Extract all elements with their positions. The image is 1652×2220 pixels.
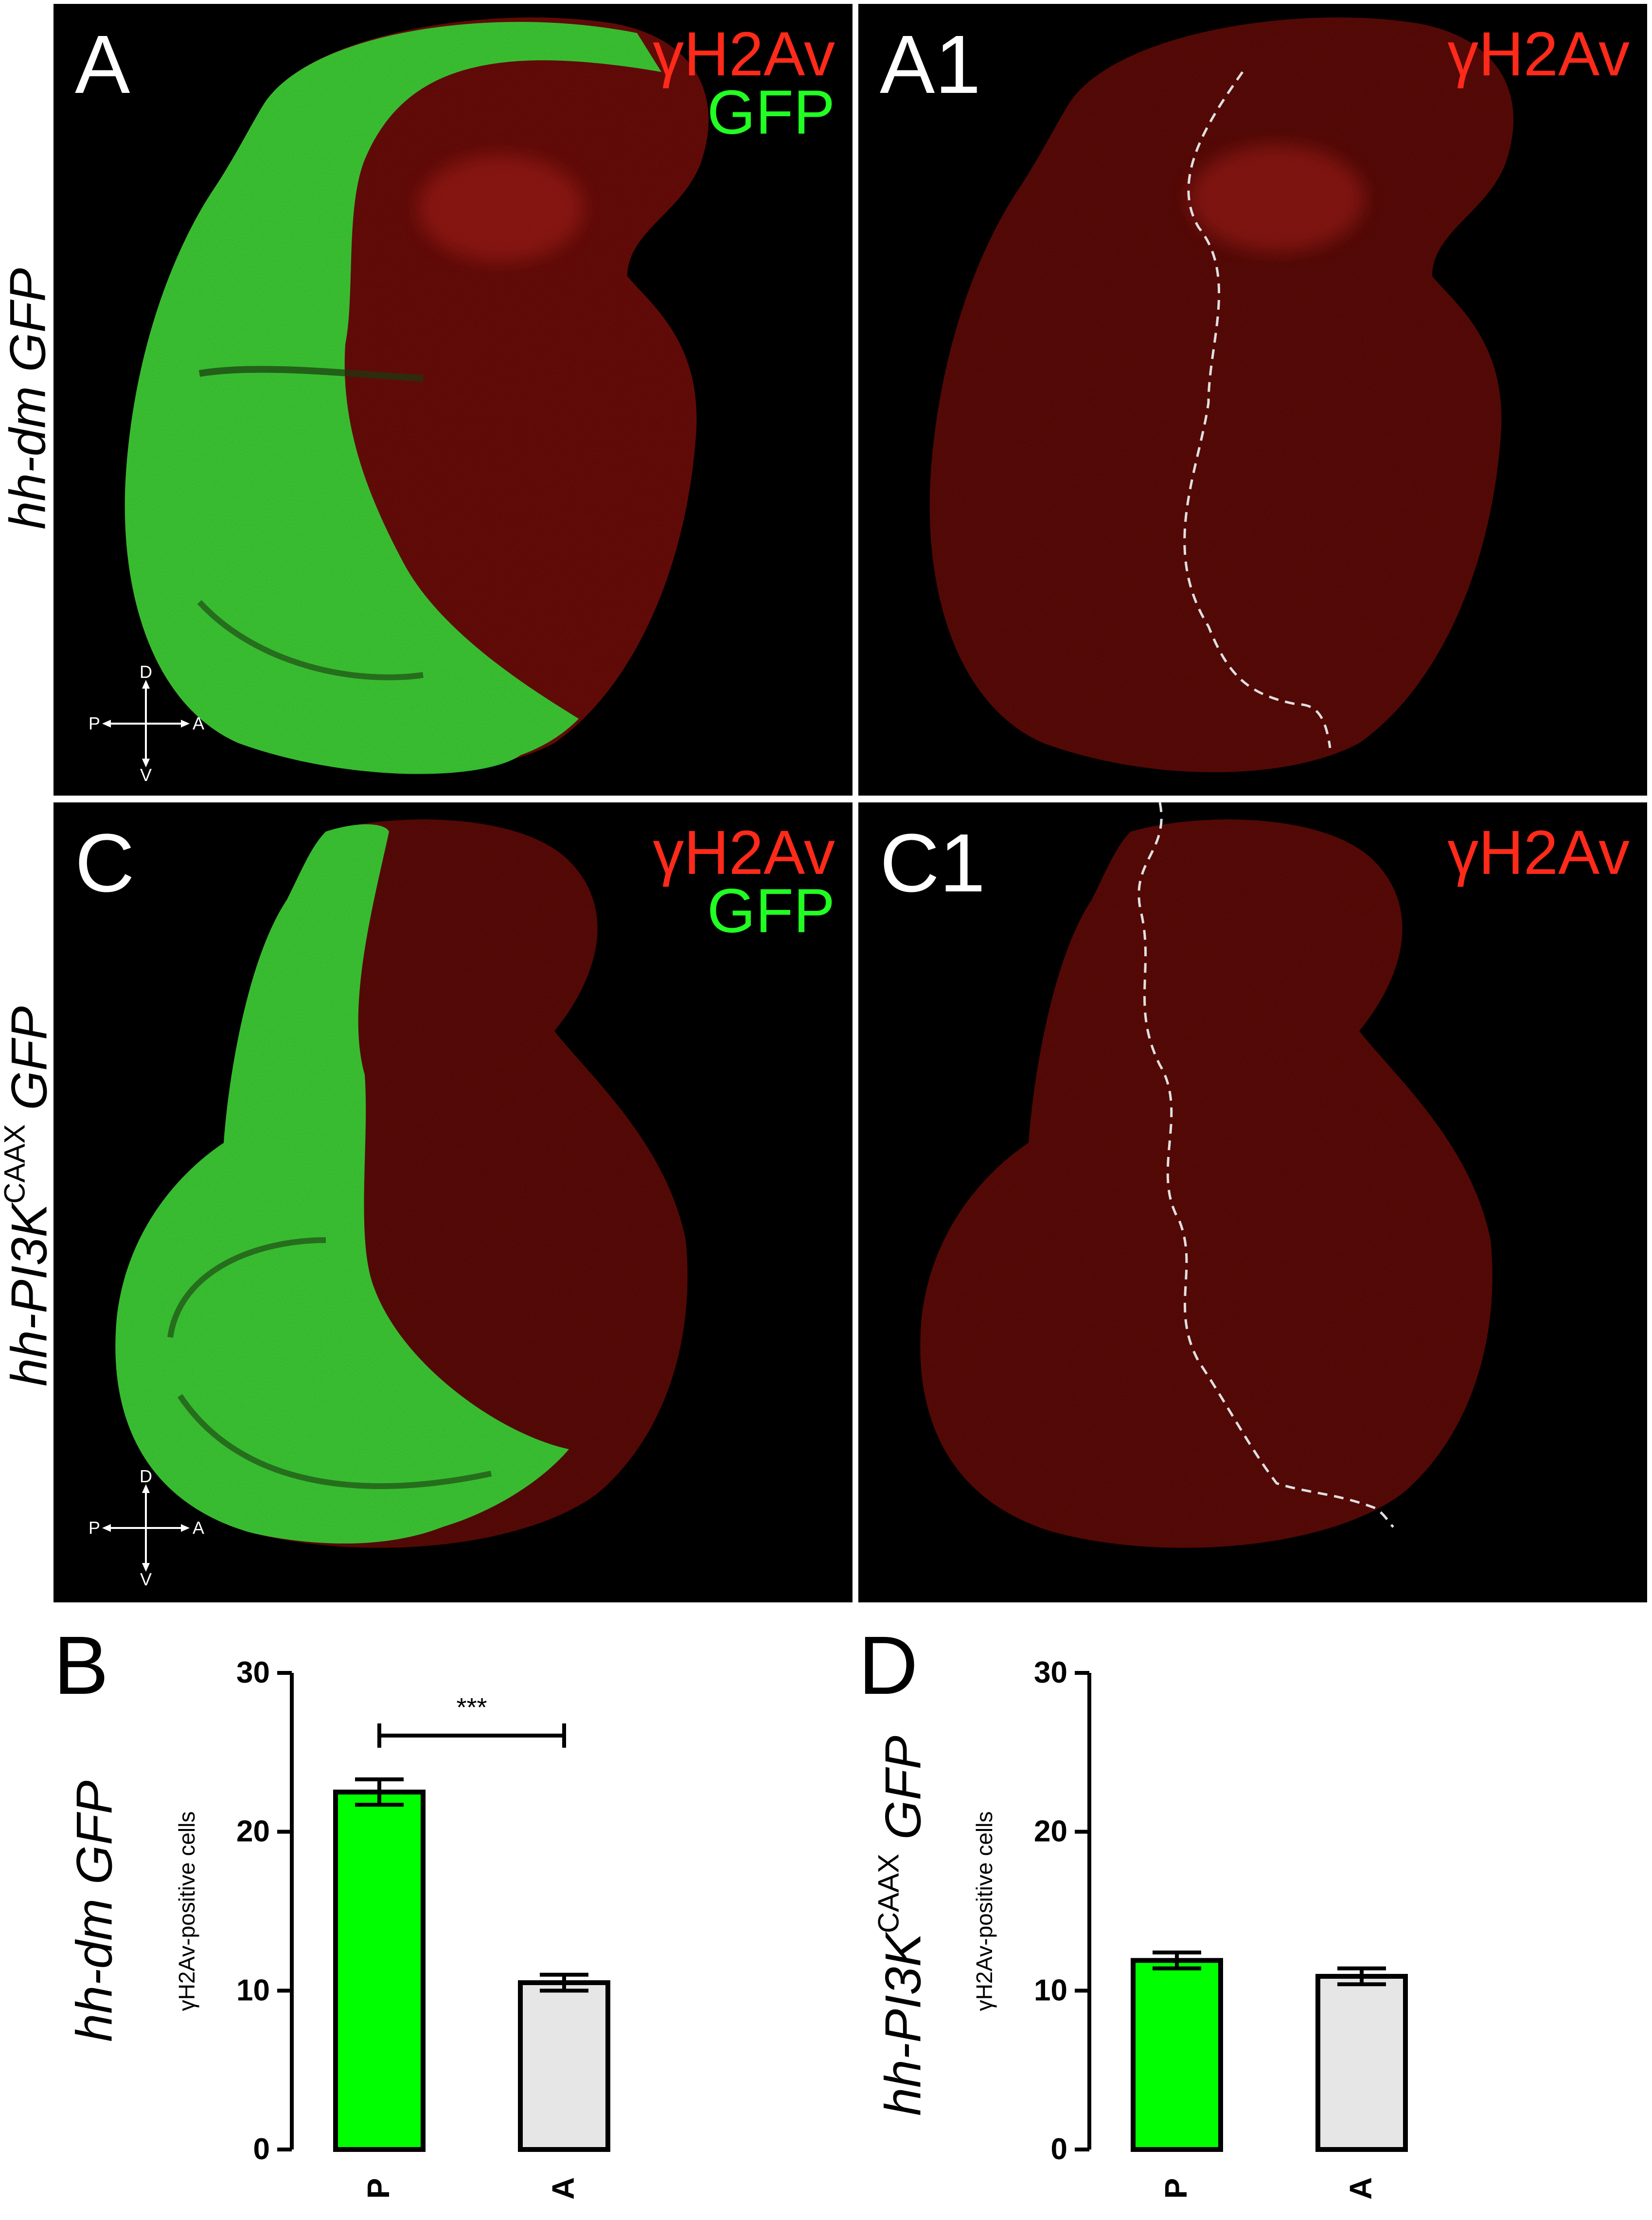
bar-chart-b: γH2Av-positive cells 0 10 20 30 P A *** — [175, 1656, 610, 2200]
y-tick-label: 10 — [1034, 1973, 1067, 2007]
genotype-suffix: GFP — [875, 1736, 932, 1854]
y-tick-label: 20 — [236, 1815, 270, 1848]
chart-b-genotype-label: hh-dm GFP — [66, 1780, 123, 2042]
panel-a-image: A γH2Av GFP D V P A — [53, 4, 853, 796]
genotype-name: hh-PI3K — [875, 1933, 932, 2116]
bar-p — [1131, 1958, 1223, 2152]
panel-c1-image: C1 γH2Av — [858, 802, 1647, 1602]
genotype-suffix: GFP — [1, 1006, 58, 1124]
stain-label-gamma-h2av: γH2Av — [653, 818, 835, 888]
panel-label-c1: C1 — [880, 817, 986, 909]
row-label-middle: hh-PI3KCAAX GFP — [0, 1006, 59, 1386]
panel-label-a1: A1 — [880, 18, 981, 111]
panel-c-image: C γH2Av GFP D V P A — [53, 802, 853, 1602]
stain-label-gfp: GFP — [707, 876, 835, 946]
significance-label: *** — [456, 1693, 487, 1722]
genotype-superscript: CAAX — [0, 1124, 31, 1204]
stain-label-gamma-h2av: γH2Av — [653, 19, 835, 89]
stain-label-gamma-h2av: γH2Av — [1447, 19, 1630, 89]
stain-label-gfp: GFP — [707, 78, 835, 147]
compass-p: P — [89, 1518, 100, 1538]
bar-a — [518, 1980, 610, 2152]
x-tick-label: P — [361, 2178, 396, 2199]
chart-d-genotype-label: hh-PI3KCAAX GFP — [872, 1736, 933, 2116]
y-tick-label: 20 — [1034, 1815, 1067, 1848]
y-axis-label: γH2Av-positive cells — [175, 1812, 199, 2011]
compass-p: P — [89, 713, 100, 733]
x-tick-label: A — [1343, 2177, 1378, 2200]
panel-a1-image: A1 γH2Av — [858, 4, 1647, 796]
row-label-top: hh-dm GFP — [0, 268, 56, 530]
bar-chart-d: γH2Av-positive cells 0 10 20 30 P A — [973, 1656, 1408, 2200]
panel-label-c: C — [75, 817, 135, 909]
compass-d: D — [140, 665, 152, 682]
wing-disc-red-channel-image — [920, 802, 1492, 1548]
wing-disc-red-channel-image — [929, 17, 1514, 773]
genotype-superscript: CAAX — [872, 1853, 905, 1934]
compass-a: A — [193, 713, 204, 733]
wing-disc-merged-image — [115, 819, 688, 1548]
axis-compass-icon: D V P A — [89, 665, 204, 782]
wing-disc-merged-image — [124, 17, 709, 774]
y-tick-label: 10 — [236, 1973, 270, 2007]
compass-a: A — [193, 1518, 204, 1538]
compass-d: D — [140, 1470, 152, 1486]
y-tick-label: 30 — [1034, 1656, 1067, 1689]
genotype-name: hh-PI3K — [1, 1204, 58, 1386]
panel-label-d: D — [858, 1619, 918, 1712]
axis-compass-icon: D V P A — [89, 1470, 204, 1586]
panel-label-a: A — [75, 18, 130, 111]
x-tick-label: P — [1158, 2178, 1193, 2199]
compass-v: V — [140, 1569, 152, 1586]
bar-p — [333, 1790, 426, 2152]
x-tick-label: A — [546, 2177, 581, 2200]
y-tick-label: 0 — [253, 2132, 270, 2166]
y-axis-label: γH2Av-positive cells — [973, 1812, 997, 2011]
bar-a — [1315, 1973, 1408, 2152]
y-tick-label: 0 — [1051, 2132, 1067, 2166]
panel-label-b: B — [53, 1619, 109, 1712]
y-tick-label: 30 — [236, 1656, 270, 1689]
compass-v: V — [140, 765, 152, 782]
stain-label-gamma-h2av: γH2Av — [1447, 818, 1630, 888]
